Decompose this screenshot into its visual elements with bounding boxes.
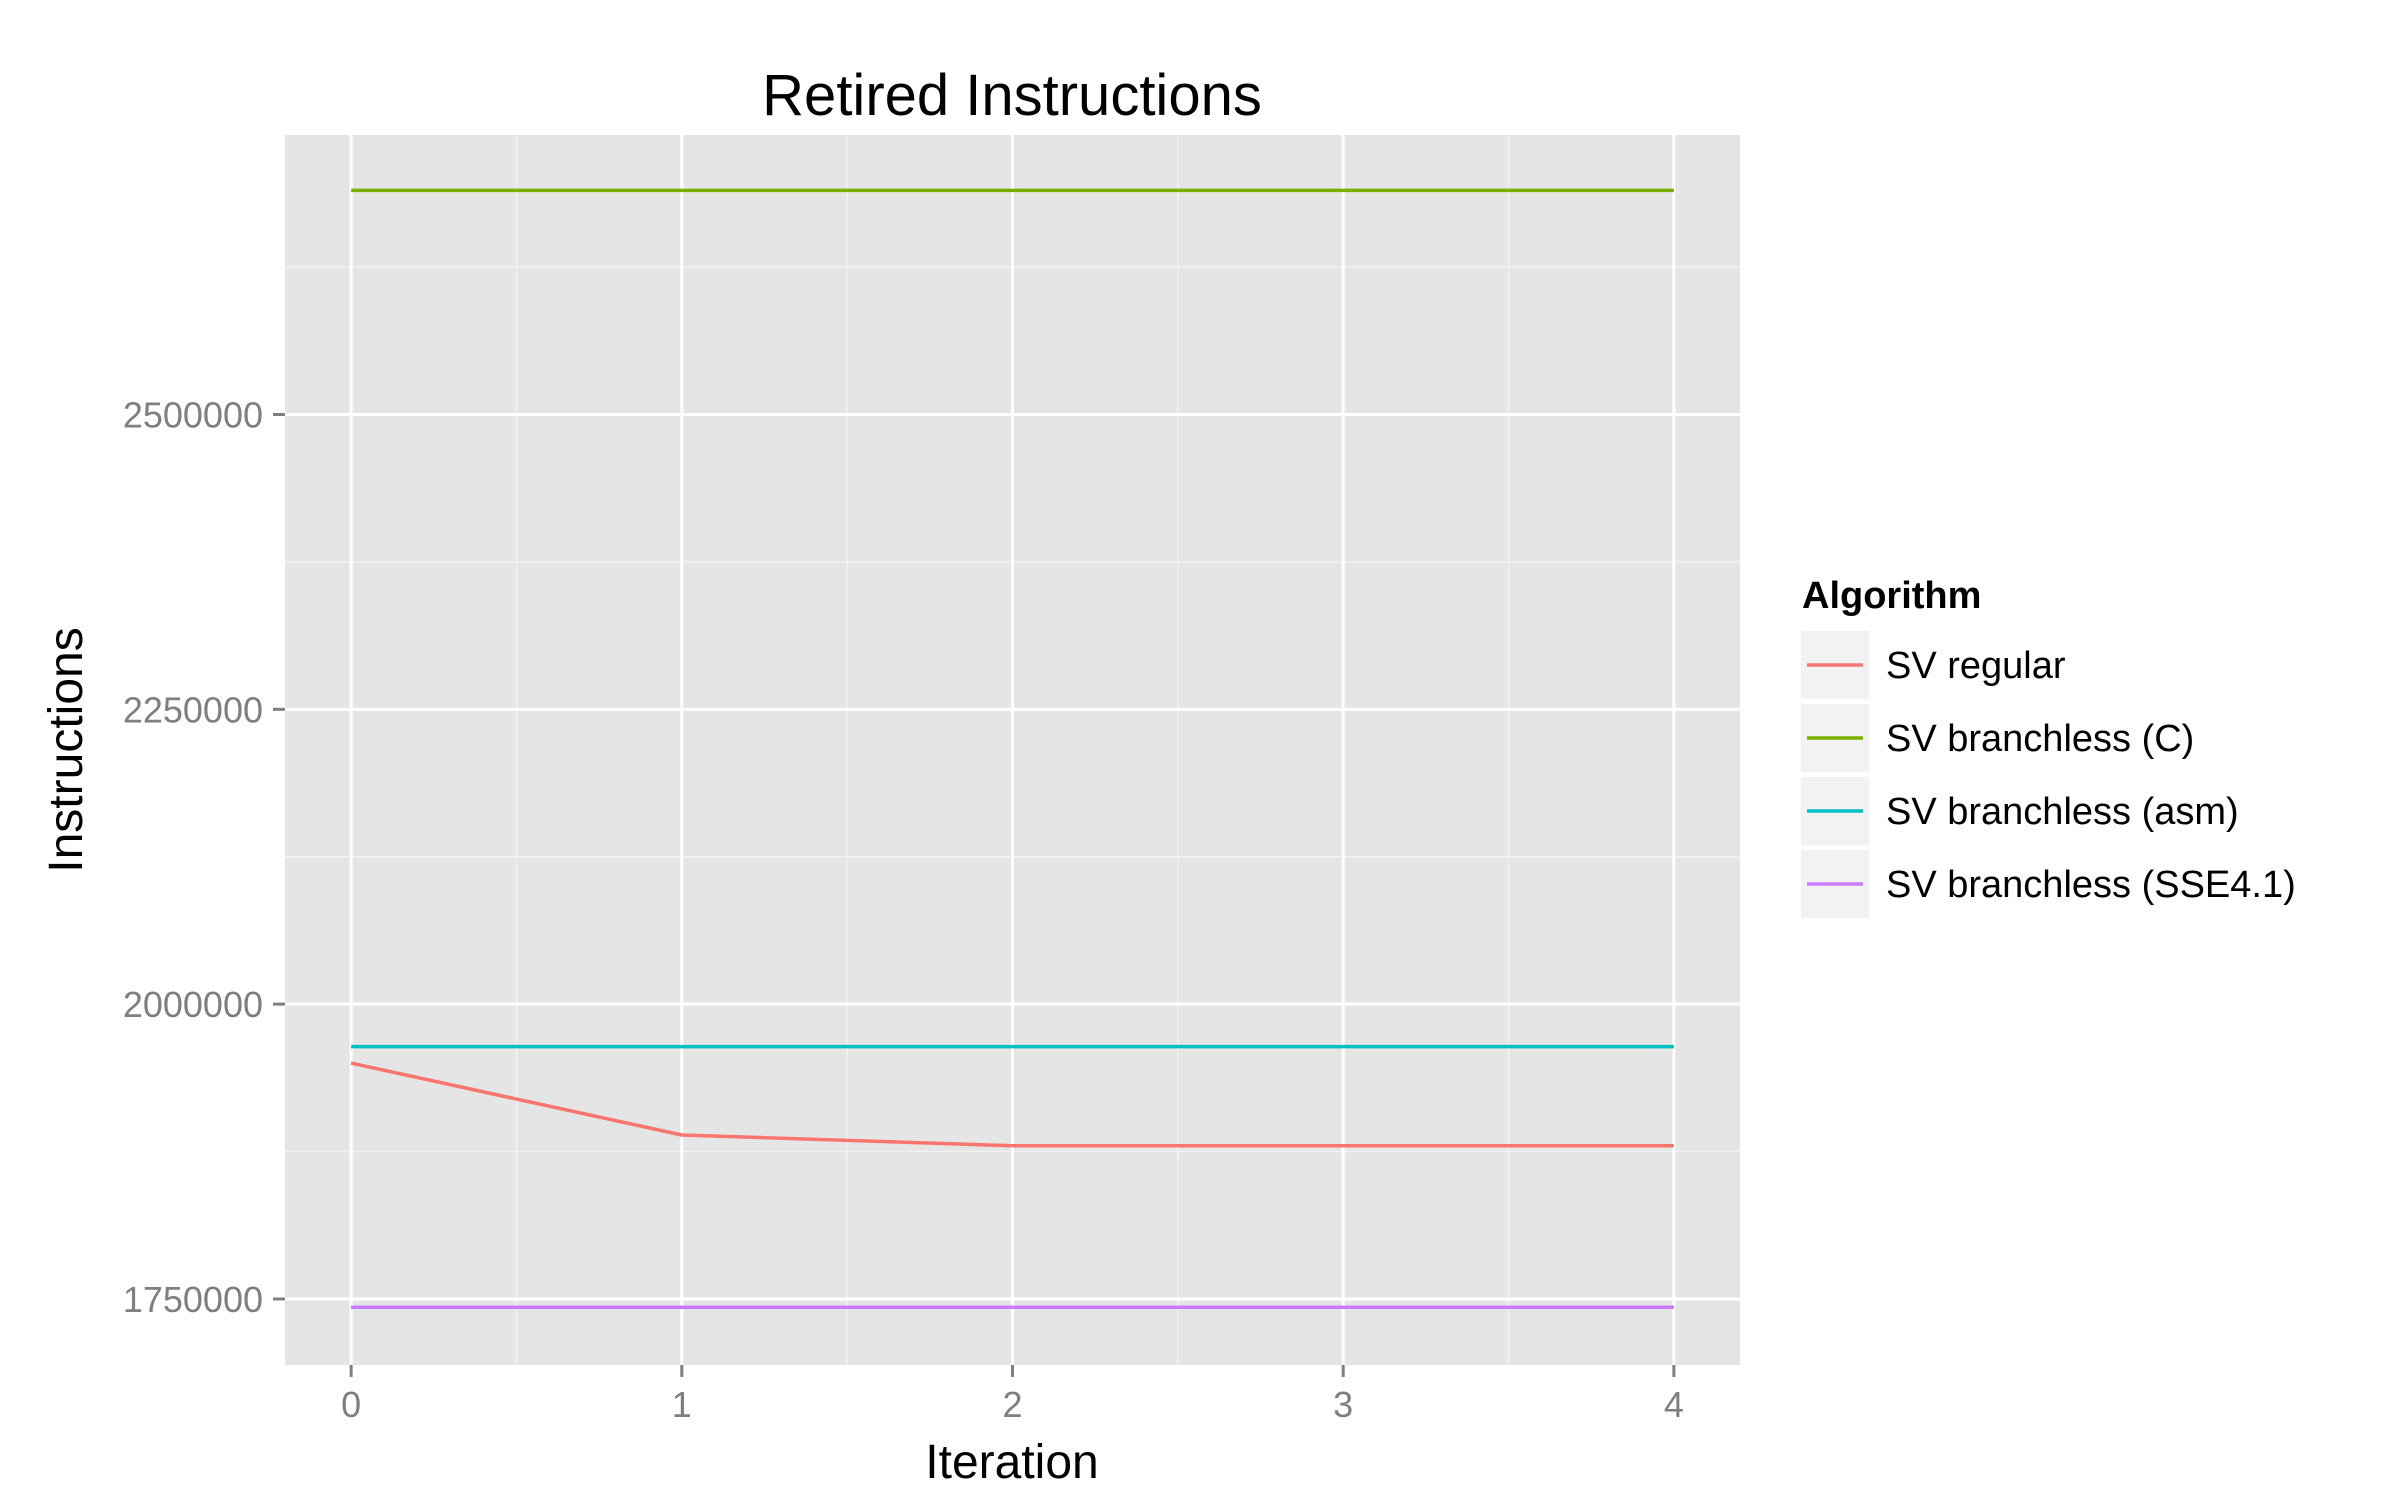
legend-title: Algorithm [1802, 575, 1981, 617]
y-tick-label: 2250000 [123, 689, 263, 730]
y-tick-label: 1750000 [123, 1279, 263, 1320]
y-axis-ticks: 1750000 2000000 2250000 2500000 [123, 394, 285, 1320]
legend-label: SV regular [1886, 645, 2066, 687]
legend-label: SV branchless (SSE4.1) [1886, 864, 2296, 906]
series-lines [350, 188, 1674, 1309]
y-tick-label: 2500000 [123, 394, 263, 435]
major-gridlines [285, 135, 1740, 1365]
x-tick-label: 1 [672, 1384, 692, 1425]
series-line [350, 1061, 1674, 1148]
legend-label: SV branchless (asm) [1886, 791, 2239, 833]
x-tick-label: 2 [1002, 1384, 1022, 1425]
chart-title: Retired Instructions [762, 63, 1262, 128]
x-tick-label: 0 [341, 1384, 361, 1425]
x-axis-title: Iteration [925, 1436, 1098, 1489]
y-axis-title: Instructions [40, 627, 93, 872]
x-tick-label: 4 [1664, 1384, 1684, 1425]
x-tick-label: 3 [1333, 1384, 1353, 1425]
x-axis-ticks: 0 1 2 3 4 [341, 1365, 1684, 1425]
y-tick-label: 2000000 [123, 984, 263, 1025]
legend-items: SV regular SV branchless (C) SV branchless… [1799, 629, 2296, 920]
legend-label: SV branchless (C) [1886, 718, 2194, 760]
